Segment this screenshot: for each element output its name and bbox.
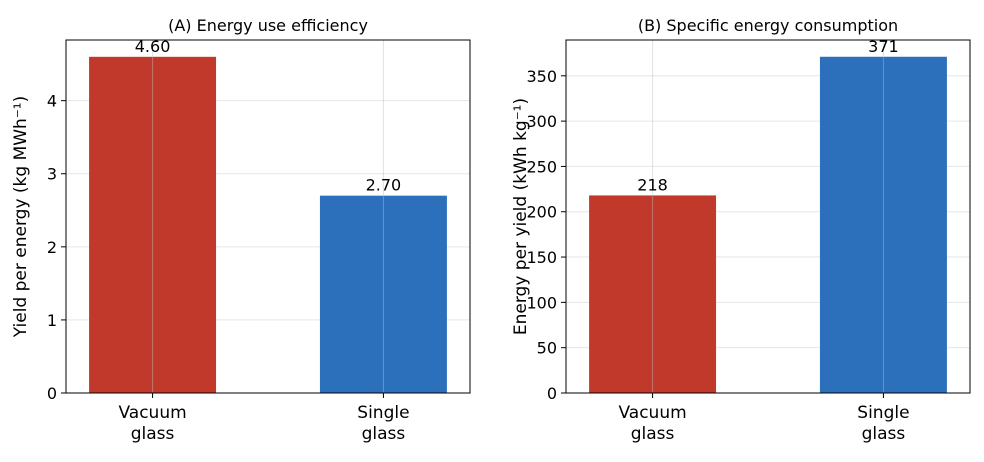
y-tick-label: 1 [47,311,57,330]
plot-frame [565,39,971,394]
y-tick-label: 150 [526,248,557,267]
bar-0 [89,56,217,394]
y-tick-label: 300 [526,112,557,131]
y-tick-label: 0 [547,384,557,403]
x-tick-label: Single glass [357,403,409,444]
bar-1 [319,195,447,393]
y-axis-label: Yield per energy (kg MWh⁻¹) [11,96,31,339]
plot-frame [65,39,471,394]
y-tick-label: 100 [526,293,557,312]
data-label-0: 4.60 [135,37,171,56]
chart-panel-a: 4.60 2.70 0 1 2 3 4 Vacuum glass Single glass (A) E… [11,16,471,444]
data-label-1: 371 [868,37,899,56]
bar-1 [819,56,947,394]
chart-title: (B) Specific energy consumption [638,16,898,35]
chart-title: (A) Energy use efficiency [168,16,368,35]
y-tick-label: 3 [47,165,57,184]
data-label-0: 218 [637,175,668,194]
y-tick-label: 250 [526,157,557,176]
x-tick-label: Vacuum glass [118,403,186,444]
bar-0 [589,195,717,393]
data-label-1: 2.70 [366,176,402,195]
y-tick-label: 2 [47,238,57,257]
y-tick-label: 0 [47,384,57,403]
x-tick-label: Vacuum glass [618,403,686,444]
y-tick-label: 350 [526,67,557,86]
y-tick-label: 200 [526,203,557,222]
chart-panel-b: 218 371 0 50 100 150 200 250 300 350 Vacuum glass Si… [511,16,971,444]
y-axis-label: Energy per yield (kWh kg⁻¹) [511,98,531,335]
y-tick-label: 4 [47,92,57,111]
x-tick-label: Single glass [857,403,909,444]
y-tick-label: 50 [537,339,557,358]
